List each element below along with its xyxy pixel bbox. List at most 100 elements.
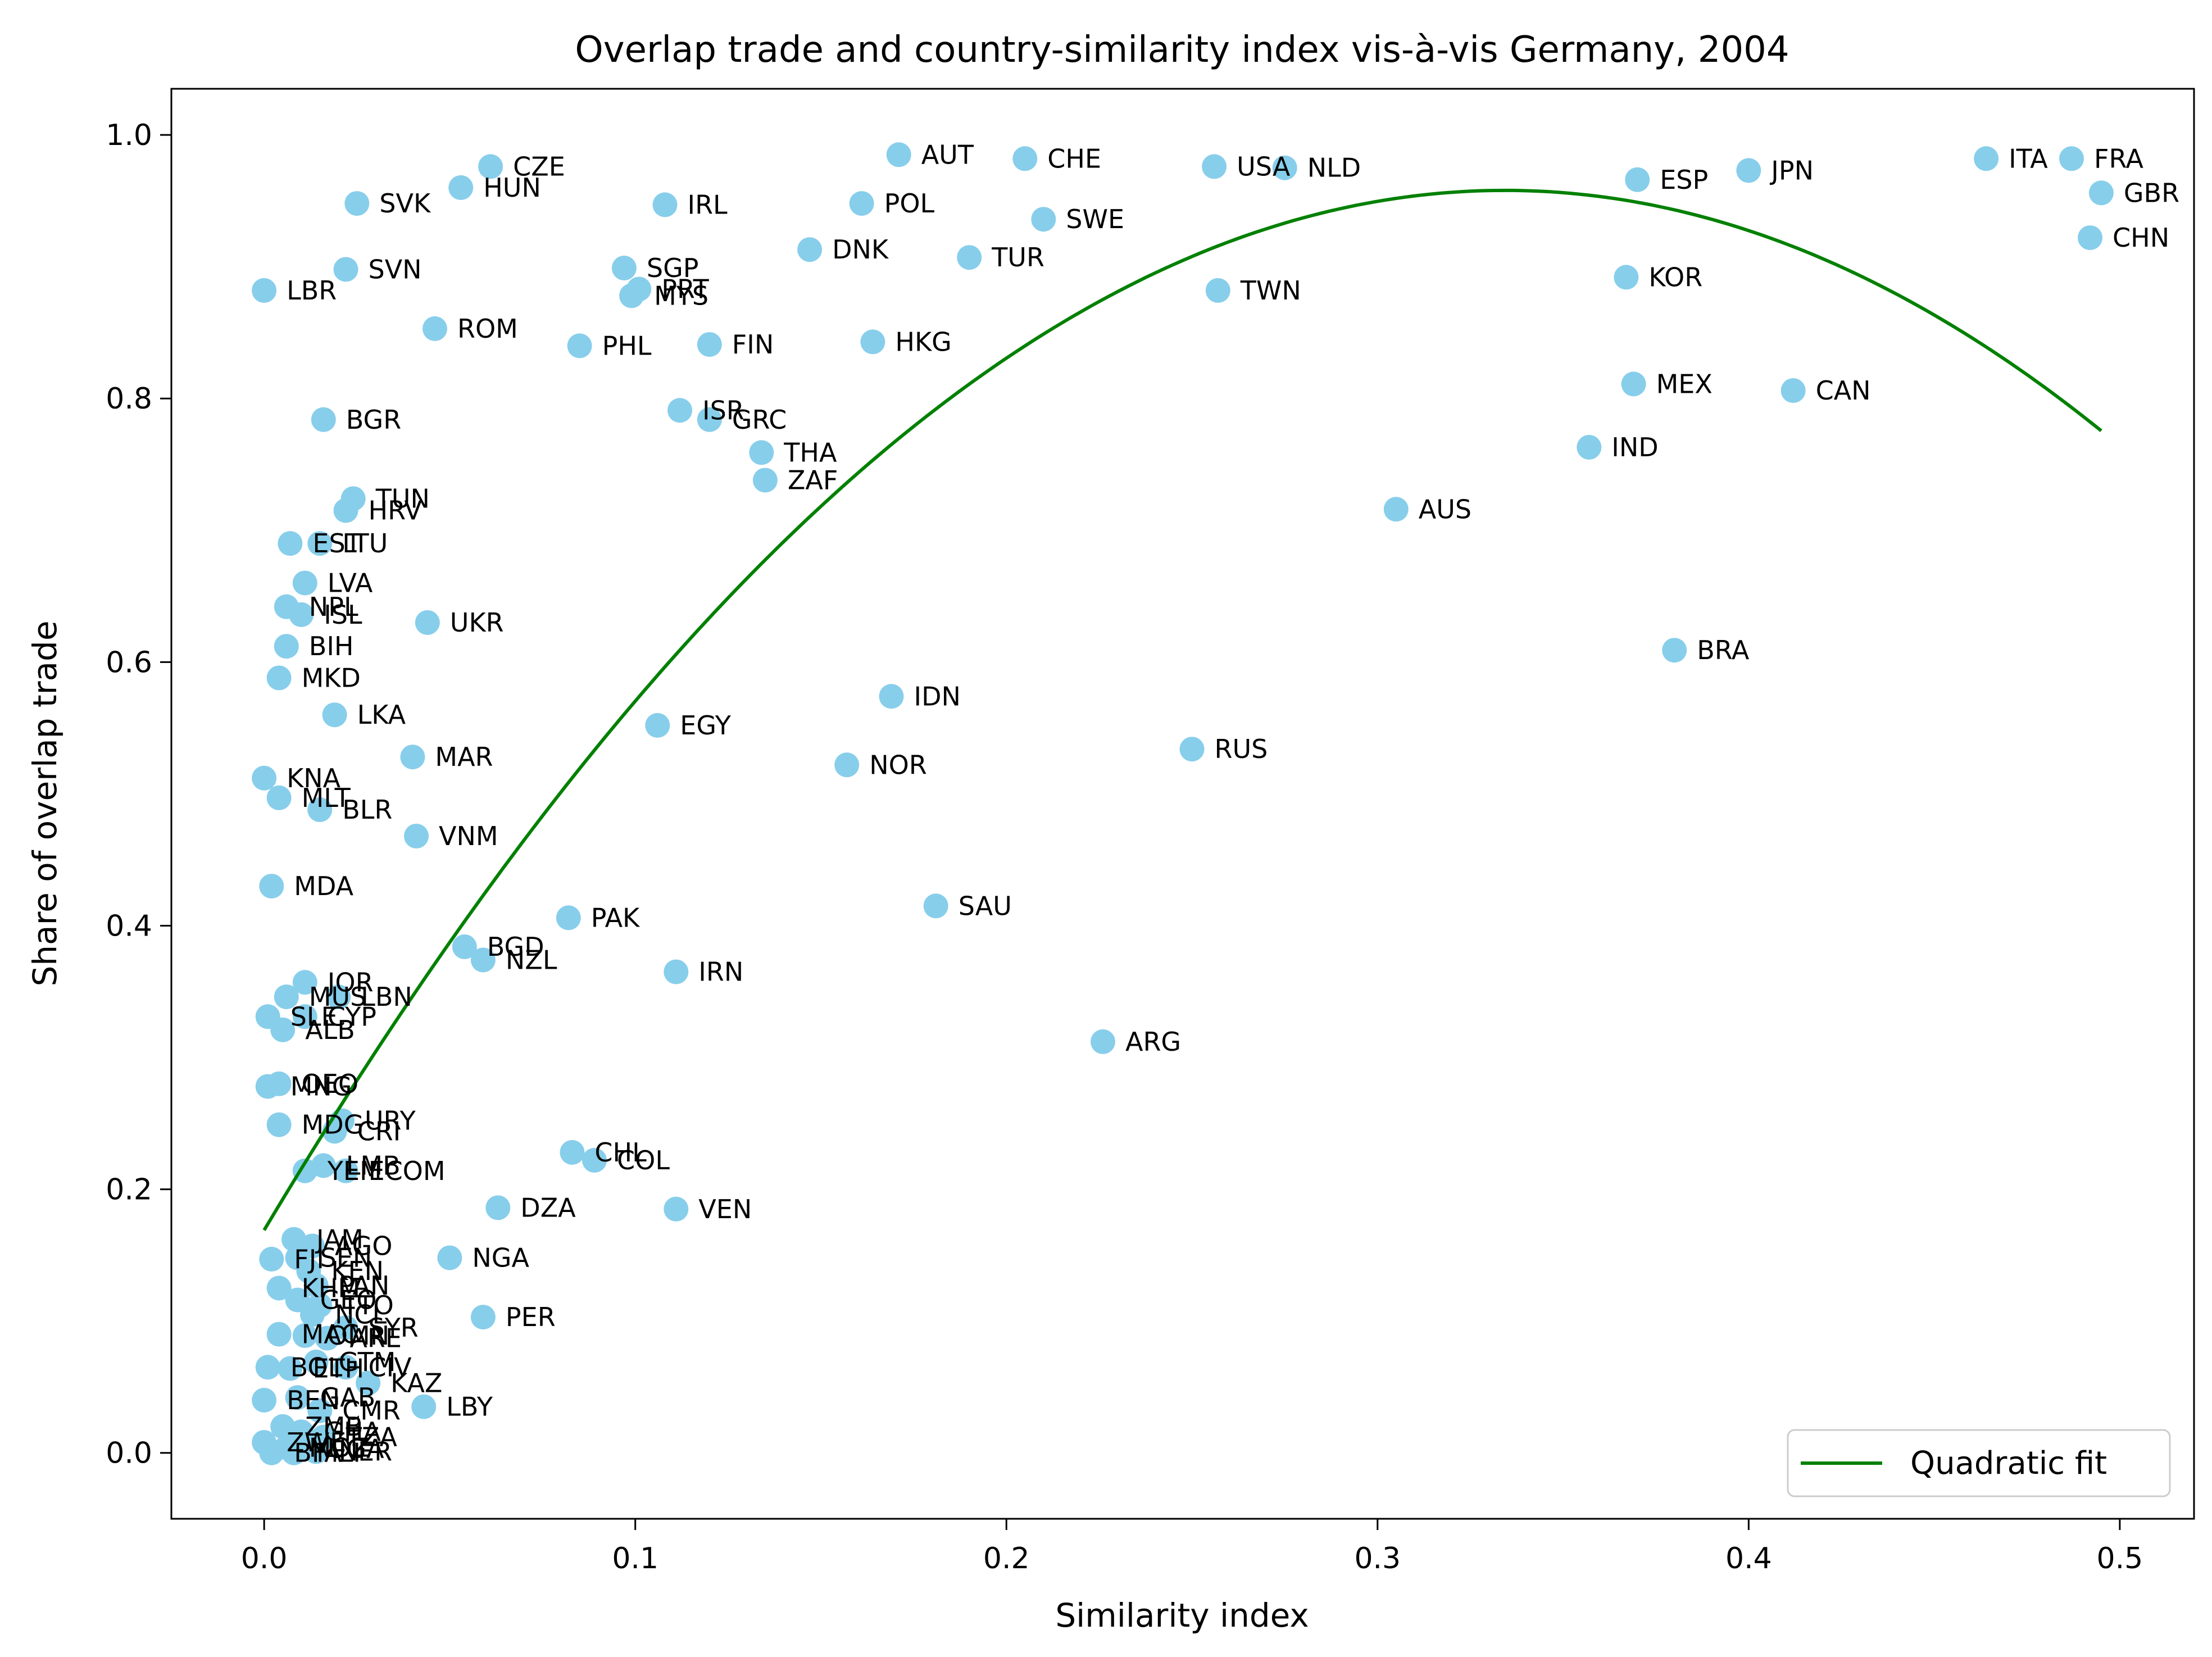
- point-label: PAK: [591, 902, 641, 933]
- data-point: [333, 1355, 358, 1380]
- point-label: JAM: [315, 1224, 364, 1255]
- data-point: [274, 984, 299, 1010]
- data-point: [255, 1074, 280, 1099]
- x-tick-label: 0.0: [241, 1542, 288, 1576]
- data-point: [1621, 371, 1646, 397]
- y-tick-label: 0.8: [106, 382, 152, 416]
- point-label: VEN: [698, 1194, 752, 1224]
- data-point: [259, 1246, 284, 1272]
- point-label: IRL: [688, 189, 728, 220]
- data-point: [1179, 737, 1205, 762]
- x-axis-label: Similarity index: [1055, 1596, 1309, 1635]
- point-label: BFA: [294, 1438, 342, 1468]
- point-labels-layer: CZEHUNSVKSVNLBRROMBGRTUNHRVESTLTULVANPLI…: [287, 139, 2179, 1468]
- data-point: [1614, 265, 1639, 290]
- y-axis-label: Share of overlap trade: [26, 620, 64, 986]
- point-label: FJI: [294, 1244, 324, 1274]
- data-point: [645, 712, 670, 738]
- point-label: SEN: [320, 1243, 373, 1273]
- point-label: CYP: [328, 1001, 376, 1032]
- data-point: [292, 1323, 317, 1348]
- data-point: [611, 256, 637, 280]
- data-point: [289, 602, 314, 627]
- data-point: [834, 752, 860, 778]
- y-tick-label: 0.2: [106, 1173, 152, 1207]
- point-label: CHL: [594, 1137, 647, 1168]
- point-label: TUN: [375, 484, 430, 514]
- point-label: BRA: [1697, 635, 1750, 665]
- point-label: ZAF: [788, 465, 838, 496]
- chart-title: Overlap trade and country-similarity ind…: [575, 29, 1789, 71]
- point-label: LMB: [346, 1150, 401, 1181]
- point-label: ISR: [702, 395, 744, 425]
- point-label: BLR: [342, 795, 392, 825]
- data-point: [1091, 1029, 1115, 1054]
- point-label: UGA: [328, 1434, 384, 1464]
- data-point: [266, 1322, 292, 1347]
- point-label: EGY: [680, 710, 731, 741]
- data-point: [285, 1385, 310, 1410]
- data-point: [2059, 146, 2084, 171]
- point-label: CMR: [342, 1396, 401, 1426]
- data-point: [281, 1440, 306, 1465]
- point-label: ECOM: [369, 1156, 446, 1186]
- data-point: [252, 1387, 277, 1413]
- data-point: [307, 531, 333, 556]
- data-point: [470, 1305, 496, 1330]
- data-point: [307, 1398, 333, 1423]
- point-label: BEN: [287, 1385, 340, 1415]
- point-label: EST: [312, 528, 361, 559]
- data-point: [252, 765, 277, 791]
- data-point: [749, 440, 774, 465]
- point-label: HUN: [483, 172, 541, 203]
- point-label: FIN: [732, 329, 774, 360]
- point-label: GBR: [2124, 178, 2179, 208]
- data-point: [311, 1153, 336, 1178]
- point-label: SYR: [369, 1313, 419, 1343]
- data-point: [664, 959, 689, 984]
- data-point: [278, 1356, 303, 1381]
- point-label: CHN: [2113, 223, 2169, 253]
- data-point: [307, 797, 333, 823]
- data-point: [333, 257, 358, 282]
- data-point: [333, 1315, 358, 1340]
- point-label: KNA: [287, 763, 341, 793]
- point-label: SWE: [1066, 204, 1124, 234]
- point-label: CAN: [1816, 375, 1871, 406]
- data-point: [326, 984, 351, 1010]
- data-point: [266, 1112, 292, 1137]
- data-point: [300, 1302, 325, 1327]
- data-point: [270, 1017, 296, 1042]
- point-label: ETH: [312, 1354, 364, 1384]
- point-label: CIV: [369, 1352, 412, 1382]
- point-label: GAB: [320, 1382, 376, 1413]
- y-axis-ticks: 0.0 0.2 0.4 0.6 0.8 1.0: [106, 119, 171, 1470]
- data-point: [259, 874, 284, 899]
- point-label: MAR: [435, 742, 493, 772]
- point-label: DNK: [832, 234, 889, 265]
- point-label: COL: [617, 1145, 670, 1175]
- data-point: [415, 610, 440, 635]
- point-label: URY: [365, 1106, 416, 1136]
- point-label: LBR: [287, 275, 337, 306]
- x-tick-label: 0.2: [983, 1542, 1030, 1576]
- data-point: [667, 398, 692, 423]
- data-point: [437, 1245, 462, 1270]
- point-label: NOR: [869, 750, 927, 780]
- point-label: NPL: [309, 592, 358, 622]
- data-point: [797, 237, 823, 262]
- x-tick-label: 0.3: [1354, 1542, 1401, 1576]
- point-label: JPN: [1769, 155, 1814, 185]
- point-label: TTO: [342, 1290, 394, 1320]
- data-point: [259, 1440, 284, 1465]
- data-point: [478, 154, 503, 179]
- data-point: [1202, 154, 1227, 179]
- data-point: [404, 824, 429, 848]
- point-label: AGO: [335, 1231, 393, 1261]
- point-label: NZL: [506, 945, 557, 975]
- data-point: [560, 1140, 585, 1165]
- point-label: PAN: [339, 1270, 390, 1301]
- point-label: ARE: [349, 1323, 402, 1354]
- data-point: [292, 570, 317, 596]
